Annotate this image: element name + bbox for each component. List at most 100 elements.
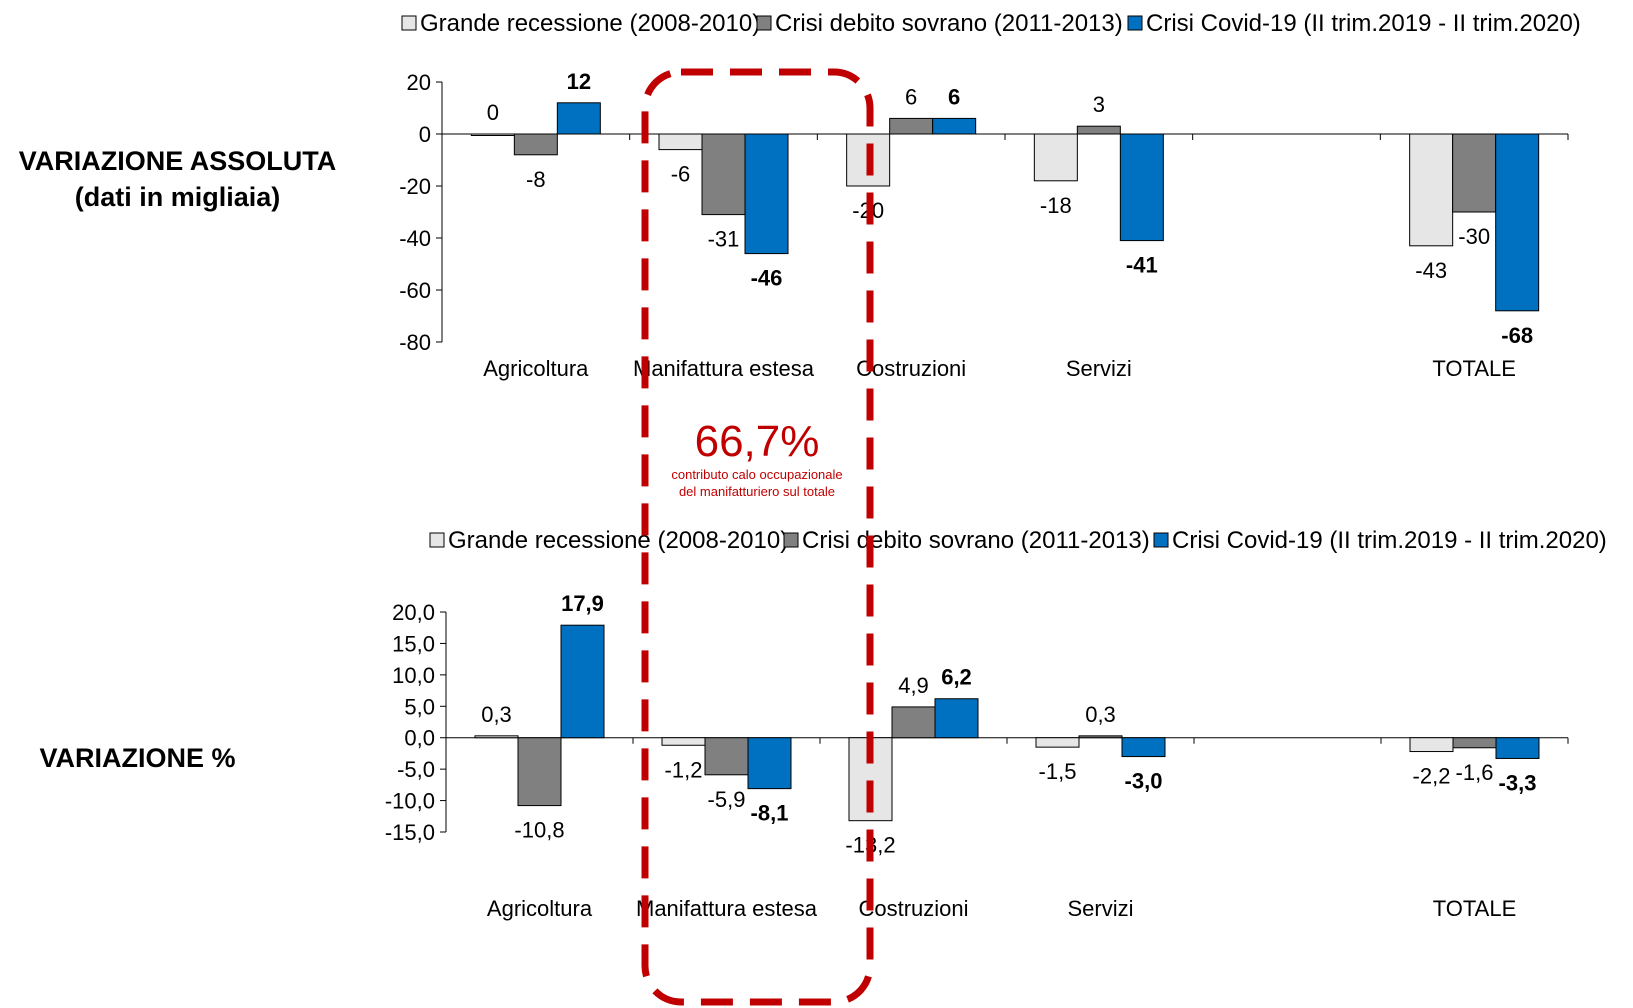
data-label-1-4-0: -2,2: [1413, 764, 1451, 789]
data-label-0-3-2: -41: [1126, 253, 1158, 278]
y-tick-label-1-1: 15,0: [392, 631, 435, 656]
data-label-0-1-2: -46: [751, 266, 783, 291]
bar-1-1-0: [661, 737, 706, 746]
bar-1-1-2: [747, 737, 792, 790]
legend-swatch-0-1: [756, 15, 772, 31]
category-label-0-3: Servizi: [1066, 356, 1132, 381]
y-tick-label-1-5: -5,0: [397, 757, 435, 782]
bar-1-4-2: [1495, 737, 1540, 759]
bar-1-0-2: [560, 624, 605, 739]
y-tick-label-1-2: 10,0: [392, 663, 435, 688]
highlight-box: [641, 68, 874, 1006]
bar-0-2-1: [889, 117, 934, 135]
data-label-0-2-1: 6: [905, 84, 917, 109]
bar-0-1-0: [658, 133, 703, 151]
data-label-0-4-1: -30: [1458, 224, 1490, 249]
legend-swatch-1-2: [1153, 532, 1169, 548]
annotation-line-1: contributo calo occupazionale: [671, 467, 842, 482]
bar-0-3-1: [1076, 125, 1121, 135]
data-label-0-4-0: -43: [1415, 258, 1447, 283]
bar-0-0-2: [556, 102, 601, 135]
data-label-1-2-1: 4,9: [898, 673, 929, 698]
absolute-variation-unit: (dati in migliaia): [74, 182, 281, 213]
y-tick-label-0-4: -60: [399, 278, 431, 303]
category-label-0-2: Costruzioni: [856, 356, 966, 381]
y-tick-label-1-7: -15,0: [385, 820, 435, 845]
annotation-value: 66,7%: [695, 417, 820, 466]
legend-entry-0-2: Crisi Covid-19 (II trim.2019 - II trim.2…: [1146, 10, 1581, 37]
legend-swatch-1-0: [429, 532, 445, 548]
legend-swatch-0-2: [1127, 15, 1143, 31]
bar-1-2-2: [934, 698, 979, 739]
data-label-1-0-2: 17,9: [561, 591, 604, 616]
data-label-1-0-0: 0,3: [481, 702, 512, 727]
bar-0-3-0: [1033, 133, 1078, 182]
bar-0-2-2: [932, 117, 977, 135]
data-label-1-1-2: -8,1: [751, 801, 789, 826]
data-label-1-3-1: 0,3: [1085, 702, 1116, 727]
absolute-variation-title: VARIAZIONE ASSOLUTA: [18, 146, 337, 176]
category-label-1-3: Servizi: [1067, 896, 1133, 921]
bar-1-4-0: [1409, 737, 1454, 753]
category-label-1-2: Costruzioni: [858, 896, 968, 921]
category-label-0-1: Manifattura estesa: [633, 356, 815, 381]
data-label-1-4-1: -1,6: [1456, 760, 1494, 785]
bar-0-1-2: [744, 133, 789, 255]
bar-1-3-1: [1078, 735, 1123, 739]
legend-swatch-1-1: [783, 532, 799, 548]
bar-1-4-1: [1452, 737, 1497, 749]
category-label-0-0: Agricoltura: [483, 356, 589, 381]
y-tick-label-1-6: -10,0: [385, 789, 435, 814]
data-label-0-1-1: -31: [708, 227, 740, 252]
y-tick-label-0-5: -80: [399, 330, 431, 355]
data-label-1-2-2: 6,2: [941, 665, 972, 690]
legend-entry-1-1: Crisi debito sovrano (2011-2013): [802, 527, 1150, 554]
bar-1-3-2: [1121, 737, 1166, 758]
bar-1-0-1: [517, 737, 562, 807]
legend-entry-0-0: Grande recessione (2008-2010): [420, 10, 760, 37]
bar-0-0-1: [513, 133, 558, 156]
percent-variation-label: VARIAZIONE %: [0, 740, 275, 776]
y-tick-label-0-3: -40: [399, 226, 431, 251]
data-label-1-1-1: -5,9: [708, 787, 746, 812]
absolute-variation-label: VARIAZIONE ASSOLUTA (dati in migliaia): [0, 143, 355, 216]
data-label-0-0-0: 0: [487, 100, 499, 125]
category-label-1-0: Agricoltura: [487, 896, 593, 921]
data-label-0-1-0: -6: [671, 162, 691, 187]
legend-entry-0-1: Crisi debito sovrano (2011-2013): [775, 10, 1123, 37]
bar-1-1-1: [704, 737, 749, 776]
bar-0-0-0: [470, 133, 515, 136]
category-label-1-1: Manifattura estesa: [636, 896, 818, 921]
bar-0-4-1: [1452, 133, 1497, 213]
legend-entry-1-0: Grande recessione (2008-2010): [448, 527, 788, 554]
data-label-0-3-1: 3: [1093, 92, 1105, 117]
y-tick-label-0-0: 20: [407, 70, 431, 95]
data-label-0-3-0: -18: [1040, 193, 1072, 218]
legend-entry-1-2: Crisi Covid-19 (II trim.2019 - II trim.2…: [1172, 527, 1607, 554]
data-label-0-2-2: 6: [948, 84, 960, 109]
data-label-0-0-1: -8: [526, 167, 546, 192]
data-label-0-0-2: 12: [567, 69, 591, 94]
bar-0-3-2: [1119, 133, 1164, 242]
y-tick-label-1-0: 20,0: [392, 600, 435, 625]
y-tick-label-1-3: 5,0: [404, 694, 435, 719]
y-tick-label-0-1: 0: [419, 122, 431, 147]
bar-0-4-2: [1495, 133, 1540, 312]
y-tick-label-1-4: 0,0: [404, 726, 435, 751]
data-label-1-4-2: -3,3: [1499, 770, 1537, 795]
data-label-1-3-0: -1,5: [1039, 759, 1077, 784]
percent-variation-title: VARIAZIONE %: [39, 743, 236, 773]
data-label-1-0-1: -10,8: [514, 818, 564, 843]
category-label-1-4: TOTALE: [1433, 896, 1517, 921]
bar-1-3-0: [1035, 737, 1080, 748]
data-label-0-4-2: -68: [1501, 323, 1533, 348]
bar-0-4-0: [1409, 133, 1454, 247]
y-tick-label-0-2: -20: [399, 174, 431, 199]
bar-1-2-1: [891, 706, 936, 739]
category-label-0-4: TOTALE: [1432, 356, 1516, 381]
data-label-1-3-2: -3,0: [1125, 769, 1163, 794]
bar-1-0-0: [474, 735, 519, 739]
legend-swatch-0-0: [401, 15, 417, 31]
data-label-1-1-0: -1,2: [665, 757, 703, 782]
annotation-line-2: del manifatturiero sul totale: [679, 484, 835, 499]
